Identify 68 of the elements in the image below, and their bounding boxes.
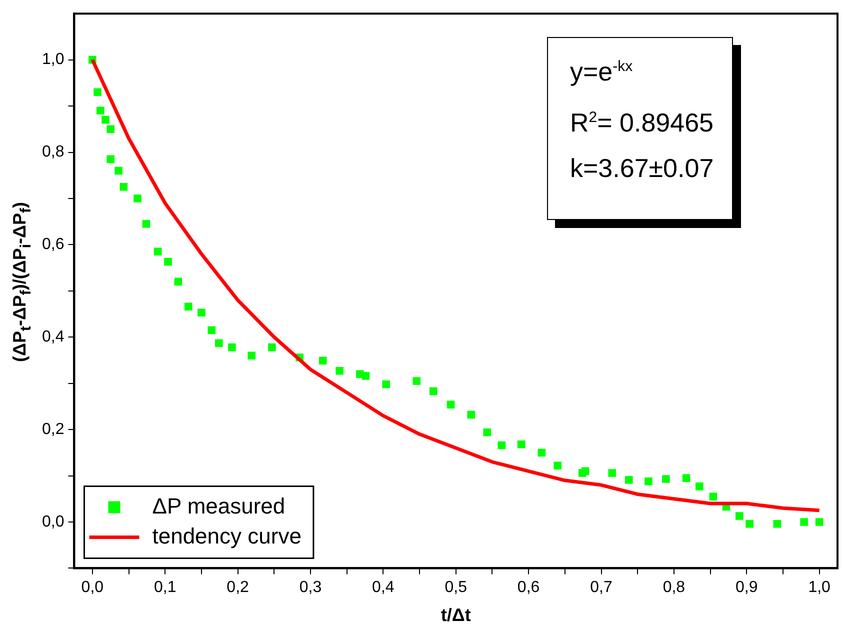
point <box>498 441 506 450</box>
x-tick-label: 0,4 <box>372 579 394 596</box>
y-tick-label: 0,8 <box>42 144 64 161</box>
point <box>554 462 562 470</box>
point <box>446 400 455 408</box>
x-tick-label: 0,7 <box>590 579 612 596</box>
point <box>467 410 476 419</box>
point <box>429 387 438 396</box>
y-tick-label: 0,0 <box>42 513 64 530</box>
y-tick-label: 1,0 <box>42 51 64 68</box>
annotation: k=3.67±0.07 <box>570 152 715 186</box>
point <box>106 125 114 134</box>
point <box>746 520 754 528</box>
point <box>517 440 526 448</box>
y-tick-label: 0,2 <box>42 420 64 438</box>
x-tick-label: 0,0 <box>81 579 104 596</box>
x-tick-label: 0,2 <box>226 579 250 596</box>
point <box>412 377 421 385</box>
x-tick-label: 0,5 <box>444 579 468 596</box>
legend-label: tendency curve <box>152 523 302 548</box>
x-tick-label: 0,9 <box>736 579 758 596</box>
point <box>184 302 192 311</box>
point <box>114 166 122 175</box>
point <box>709 492 718 500</box>
point <box>94 88 102 96</box>
point <box>362 372 370 380</box>
point <box>800 518 808 526</box>
point <box>382 380 390 388</box>
point <box>198 308 206 317</box>
point <box>696 482 704 490</box>
point <box>142 220 150 228</box>
point <box>581 467 590 476</box>
point <box>96 106 104 115</box>
point <box>483 428 492 436</box>
point <box>318 356 327 365</box>
point <box>538 448 546 457</box>
legend-label: ΔP measured <box>152 493 286 518</box>
point <box>120 183 128 191</box>
point <box>215 339 223 348</box>
point <box>608 469 616 477</box>
x-tick-label: 0,1 <box>154 579 176 596</box>
point <box>336 366 344 375</box>
point <box>248 352 256 360</box>
point <box>106 155 114 164</box>
x-axis-title: t/Δt <box>440 605 471 626</box>
x-tick-label: 0,3 <box>299 579 322 596</box>
point <box>815 518 824 526</box>
point <box>268 343 276 352</box>
point <box>735 512 744 520</box>
point <box>682 474 690 482</box>
point <box>208 326 216 334</box>
point <box>134 194 142 202</box>
point <box>174 278 182 286</box>
point <box>164 258 172 266</box>
y-tick-label: 0,6 <box>42 236 64 254</box>
x-tick-label: 1,0 <box>808 579 831 596</box>
y-tick-label: 0,4 <box>42 328 64 346</box>
point <box>102 116 110 124</box>
x-tick-label: 0,6 <box>517 579 540 596</box>
point <box>154 248 162 256</box>
point <box>624 476 633 484</box>
annotation: R$^{2}$= 0.89465 <box>570 106 715 140</box>
point <box>644 477 652 486</box>
point <box>773 520 782 528</box>
point <box>228 343 236 352</box>
annotation: y=e$^{-kx}$ <box>570 56 634 89</box>
x-tick-label: 0,8 <box>662 579 686 596</box>
point <box>662 475 670 483</box>
